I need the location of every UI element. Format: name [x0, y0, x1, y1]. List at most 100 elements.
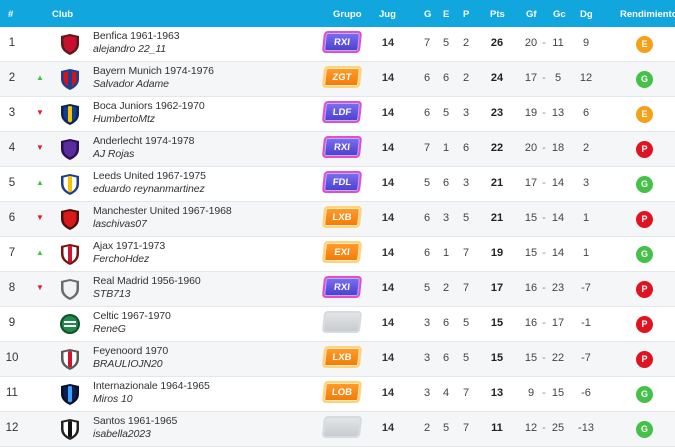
- manager-name[interactable]: HumbertoMtz: [93, 113, 155, 125]
- group-badge[interactable]: [321, 416, 363, 440]
- played: 14: [381, 142, 395, 154]
- goals-for: 16: [524, 317, 538, 329]
- group-badge[interactable]: [321, 311, 363, 335]
- trend-down-icon: ▼: [36, 213, 44, 222]
- manager-name[interactable]: STB713: [93, 288, 131, 300]
- club-cell[interactable]: Bayern Munich 1974-1976 Salvador Adame: [93, 65, 214, 95]
- header-won[interactable]: G: [424, 9, 432, 20]
- club-name[interactable]: Anderlecht 1974-1978: [93, 135, 195, 147]
- trend-none: [36, 389, 44, 397]
- inter-crest-icon: [58, 382, 82, 406]
- header-played[interactable]: Jug: [379, 9, 396, 20]
- drawn: 6: [442, 317, 450, 329]
- group-badge[interactable]: LDF: [321, 101, 363, 125]
- goals-separator: -: [542, 422, 546, 434]
- club-name[interactable]: Real Madrid 1956-1960: [93, 275, 201, 287]
- club-name[interactable]: Benfica 1961-1963: [93, 30, 180, 42]
- header-group[interactable]: Grupo: [333, 9, 362, 20]
- table-row[interactable]: 2 ▲ Bayern Munich 1974-1976 Salvador Ada…: [0, 62, 675, 97]
- table-row[interactable]: 10 Feyenoord 1970 BRAULIOJN20 LXB 14 3 6…: [0, 342, 675, 377]
- group-badge[interactable]: FDL: [321, 171, 363, 195]
- manager-name[interactable]: BRAULIOJN20: [93, 358, 163, 370]
- manager-name[interactable]: Salvador Adame: [93, 78, 169, 90]
- table-row[interactable]: 3 ▼ Boca Juniors 1962-1970 HumbertoMtz L…: [0, 97, 675, 132]
- table-row[interactable]: 9 Celtic 1967-1970 ReneG 14 3 6 5 15 16 …: [0, 307, 675, 342]
- header-drawn[interactable]: E: [443, 9, 450, 20]
- goal-diff: 3: [582, 177, 590, 189]
- header-lost[interactable]: P: [463, 9, 470, 20]
- club-name[interactable]: Feyenoord 1970: [93, 345, 169, 357]
- club-name[interactable]: Boca Juniors 1962-1970: [93, 100, 205, 112]
- club-name[interactable]: Santos 1961-1965: [93, 415, 178, 427]
- club-cell[interactable]: Internazionale 1964-1965 Miros 10: [93, 380, 210, 410]
- club-name[interactable]: Bayern Munich 1974-1976: [93, 65, 214, 77]
- header-goals-against[interactable]: Gc: [553, 9, 566, 20]
- benfica-crest-icon: [58, 32, 82, 56]
- leeds-crest-icon: [58, 172, 82, 196]
- header-points[interactable]: Pts: [490, 9, 505, 20]
- club-name[interactable]: Manchester United 1967-1968: [93, 205, 232, 217]
- club-name[interactable]: Leeds United 1967-1975: [93, 170, 206, 182]
- goals-against: 14: [551, 177, 565, 189]
- header-goal-diff[interactable]: Dg: [580, 9, 593, 20]
- club-cell[interactable]: Boca Juniors 1962-1970 HumbertoMtz: [93, 100, 205, 130]
- club-name[interactable]: Ajax 1971-1973: [93, 240, 166, 252]
- club-name[interactable]: Internazionale 1964-1965: [93, 380, 210, 392]
- manager-name[interactable]: isabella2023: [93, 428, 151, 440]
- manager-name[interactable]: FerchoHdez: [93, 253, 150, 265]
- table-row[interactable]: 1 Benfica 1961-1963 alejandro 22_11 RXI …: [0, 27, 675, 62]
- table-row[interactable]: 12 Santos 1961-1965 isabella2023 14 2 5 …: [0, 412, 675, 447]
- rank: 1: [8, 37, 16, 49]
- club-cell[interactable]: Anderlecht 1974-1978 AJ Rojas: [93, 135, 194, 165]
- manager-name[interactable]: AJ Rojas: [93, 148, 135, 160]
- group-badge[interactable]: LXB: [321, 346, 363, 370]
- club-name[interactable]: Celtic 1967-1970: [93, 310, 171, 322]
- club-cell[interactable]: Real Madrid 1956-1960 STB713: [93, 275, 201, 305]
- group-badge[interactable]: LXB: [321, 206, 363, 230]
- goals-separator: -: [542, 247, 546, 259]
- group-badge[interactable]: RXI: [321, 31, 363, 55]
- group-badge[interactable]: RXI: [321, 136, 363, 160]
- group-label: LXB: [321, 206, 363, 228]
- goals-against: 14: [551, 247, 565, 259]
- manager-name[interactable]: alejandro 22_11: [93, 43, 167, 55]
- goals-separator: -: [542, 142, 546, 154]
- club-cell[interactable]: Ajax 1971-1973 FerchoHdez: [93, 240, 165, 270]
- drawn: 5: [442, 422, 450, 434]
- table-row[interactable]: 7 ▲ Ajax 1971-1973 FerchoHdez EXI 14 6 1…: [0, 237, 675, 272]
- club-cell[interactable]: Santos 1961-1965 isabella2023: [93, 415, 177, 445]
- manager-name[interactable]: eduardo reynanmartinez: [93, 183, 205, 195]
- club-cell[interactable]: Leeds United 1967-1975 eduardo reynanmar…: [93, 170, 206, 200]
- group-badge[interactable]: ZGT: [321, 66, 363, 90]
- goals-for: 15: [524, 352, 538, 364]
- table-row[interactable]: 5 ▲ Leeds United 1967-1975 eduardo reyna…: [0, 167, 675, 202]
- goal-diff: 1: [582, 247, 590, 259]
- group-label: EXI: [321, 241, 363, 263]
- header-goals-for[interactable]: Gf: [526, 9, 537, 20]
- header-club[interactable]: Club: [52, 9, 74, 20]
- played: 14: [381, 37, 395, 49]
- points: 21: [490, 177, 504, 189]
- manager-name[interactable]: Miros 10: [93, 393, 133, 405]
- group-badge[interactable]: LOB: [321, 381, 363, 405]
- goals-separator: -: [542, 212, 546, 224]
- club-cell[interactable]: Manchester United 1967-1968 laschivas07: [93, 205, 232, 235]
- celtic-crest-icon: [58, 312, 82, 336]
- group-badge[interactable]: EXI: [321, 241, 363, 265]
- group-badge[interactable]: RXI: [321, 276, 363, 300]
- rank: 2: [8, 72, 16, 84]
- goal-diff: 1: [582, 212, 590, 224]
- boca-crest-icon: [58, 102, 82, 126]
- club-cell[interactable]: Feyenoord 1970 BRAULIOJN20: [93, 345, 168, 375]
- table-row[interactable]: 4 ▼ Anderlecht 1974-1978 AJ Rojas RXI 14…: [0, 132, 675, 167]
- lost: 3: [462, 177, 470, 189]
- table-row[interactable]: 6 ▼ Manchester United 1967-1968 laschiva…: [0, 202, 675, 237]
- club-cell[interactable]: Benfica 1961-1963 alejandro 22_11: [93, 30, 180, 60]
- manager-name[interactable]: ReneG: [93, 323, 126, 335]
- goals-against: 11: [552, 37, 564, 49]
- manager-name[interactable]: laschivas07: [93, 218, 147, 230]
- table-row[interactable]: 8 ▼ Real Madrid 1956-1960 STB713 RXI 14 …: [0, 272, 675, 307]
- table-row[interactable]: 11 Internazionale 1964-1965 Miros 10 LOB…: [0, 377, 675, 412]
- club-cell[interactable]: Celtic 1967-1970 ReneG: [93, 310, 171, 340]
- drawn: 5: [442, 37, 450, 49]
